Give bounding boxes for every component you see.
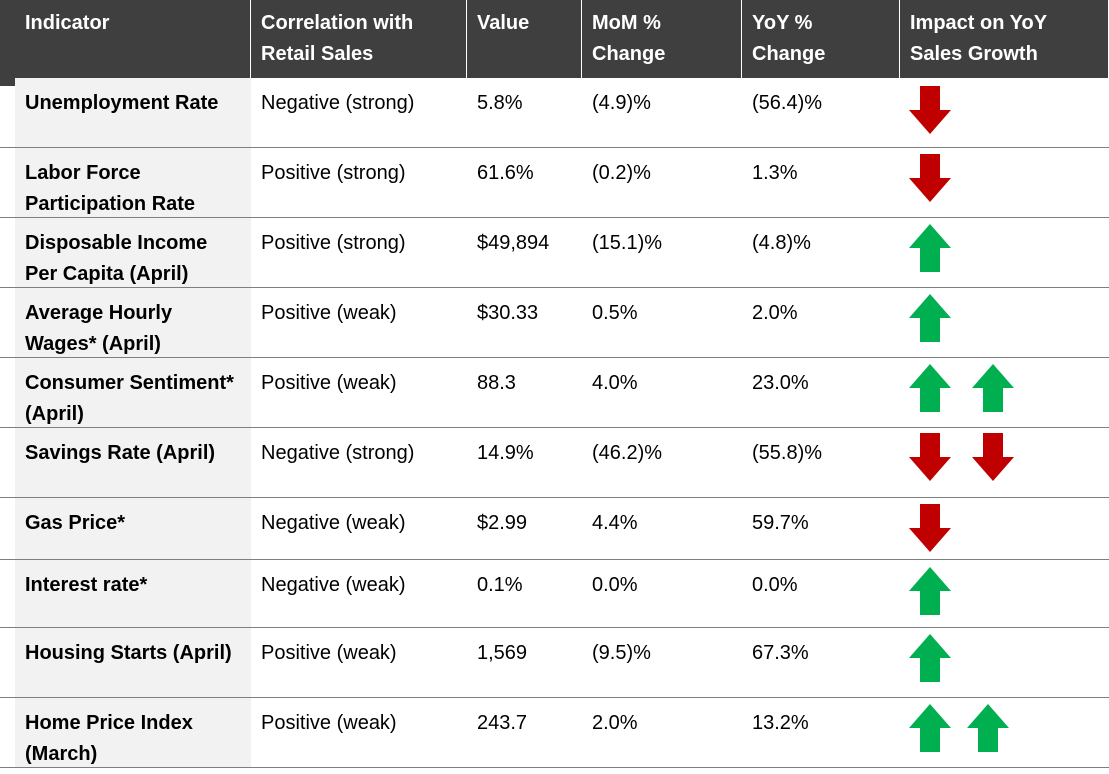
- data-cell: (56.4)%: [752, 92, 823, 114]
- data-cell: Positive (strong): [261, 232, 406, 254]
- data-cell: 0.0%: [592, 574, 638, 596]
- data-cell: 2.0%: [752, 302, 798, 324]
- data-cell: 23.0%: [752, 372, 809, 394]
- row-label: Unemployment Rate: [15, 78, 251, 148]
- data-cell: Positive (weak): [261, 642, 397, 664]
- header-cell: Impact on YoY Sales Growth: [900, 0, 1109, 78]
- down-arrow: [909, 433, 951, 481]
- data-cell: Negative (strong): [261, 442, 415, 464]
- data-cell: Negative (weak): [261, 574, 406, 596]
- data-cell: (4.9)%: [592, 92, 651, 114]
- data-cell: (46.2)%: [592, 442, 663, 464]
- row-label: Housing Starts (April): [15, 628, 251, 698]
- row-label: Consumer Sentiment* (April): [15, 358, 251, 428]
- row-rule: [0, 497, 1109, 498]
- data-cell: 67.3%: [752, 642, 809, 664]
- header-cell: Indicator: [15, 0, 251, 78]
- data-cell: Positive (strong): [261, 162, 406, 184]
- up-arrow: [909, 704, 951, 752]
- data-cell: Positive (weak): [261, 712, 397, 734]
- data-cell: (15.1)%: [592, 232, 663, 254]
- up-arrow: [972, 364, 1014, 412]
- data-cell: (9.5)%: [592, 642, 651, 664]
- row-label: Labor Force Participation Rate: [15, 148, 251, 218]
- data-cell: $2.99: [477, 512, 528, 534]
- up-arrow: [909, 364, 951, 412]
- data-cell: 243.7: [477, 712, 528, 734]
- data-cell: $49,894: [477, 232, 550, 254]
- row-label: Gas Price*: [15, 498, 251, 560]
- data-cell: 14.9%: [477, 442, 534, 464]
- header-cell: MoM % Change: [582, 0, 742, 78]
- row-rule: [0, 427, 1109, 428]
- down-arrow: [909, 154, 951, 202]
- data-cell: 1.3%: [752, 162, 798, 184]
- data-cell: 59.7%: [752, 512, 809, 534]
- header-band: [0, 0, 15, 86]
- data-cell: Negative (strong): [261, 92, 415, 114]
- down-arrow: [972, 433, 1014, 481]
- row-rule: [0, 559, 1109, 560]
- data-cell: 0.1%: [477, 574, 523, 596]
- row-rule: [0, 287, 1109, 288]
- data-cell: 5.8%: [477, 92, 523, 114]
- data-cell: (55.8)%: [752, 442, 823, 464]
- row-label: Average Hourly Wages* (April): [15, 288, 251, 358]
- header-cell: Value: [467, 0, 582, 78]
- data-cell: (0.2)%: [592, 162, 651, 184]
- down-arrow: [909, 86, 951, 134]
- data-cell: Negative (weak): [261, 512, 406, 534]
- up-arrow: [909, 567, 951, 615]
- data-cell: 0.0%: [752, 574, 798, 596]
- up-arrow: [909, 294, 951, 342]
- down-arrow: [909, 504, 951, 552]
- up-arrow: [909, 224, 951, 272]
- data-cell: 0.5%: [592, 302, 638, 324]
- row-label: Home Price Index (March): [15, 698, 251, 768]
- data-cell: 4.4%: [592, 512, 638, 534]
- data-cell: Positive (weak): [261, 372, 397, 394]
- data-cell: 1,569: [477, 642, 528, 664]
- up-arrow: [967, 704, 1009, 752]
- row-label: Interest rate*: [15, 560, 251, 628]
- data-cell: $30.33: [477, 302, 539, 324]
- data-cell: 88.3: [477, 372, 516, 394]
- data-cell: (4.8)%: [752, 232, 811, 254]
- row-label: Disposable Income Per Capita (April): [15, 218, 251, 288]
- data-cell: 13.2%: [752, 712, 809, 734]
- data-cell: 2.0%: [592, 712, 638, 734]
- row-rule: [0, 697, 1109, 698]
- row-rule: [0, 217, 1109, 218]
- row-rule: [0, 767, 1109, 768]
- data-cell: 61.6%: [477, 162, 534, 184]
- row-rule: [0, 627, 1109, 628]
- row-label: Savings Rate (April): [15, 428, 251, 498]
- header-cell: YoY % Change: [742, 0, 900, 78]
- row-rule: [0, 357, 1109, 358]
- up-arrow: [909, 634, 951, 682]
- header-cell: Correlation with Retail Sales: [251, 0, 467, 78]
- row-rule: [0, 147, 1109, 148]
- data-cell: 4.0%: [592, 372, 638, 394]
- data-cell: Positive (weak): [261, 302, 397, 324]
